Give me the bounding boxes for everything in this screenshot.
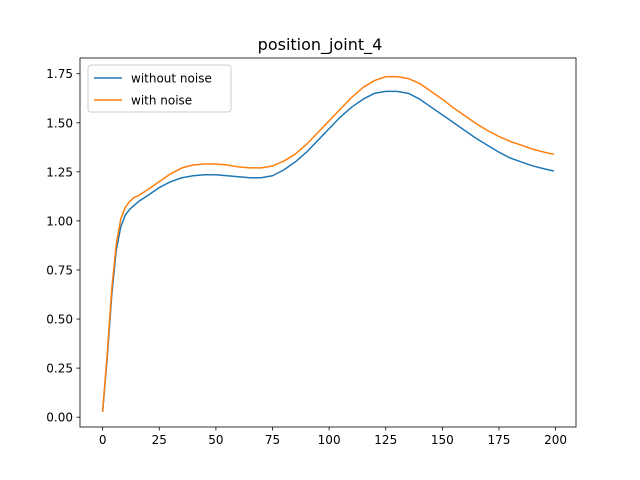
x-tick-label: 200	[544, 433, 567, 447]
axes-frame	[79, 57, 577, 428]
chart-title: position_joint_4	[258, 35, 383, 55]
legend-label: with noise	[131, 94, 192, 108]
legend-label: without noise	[131, 72, 212, 86]
y-tick-label: 1.50	[46, 116, 73, 130]
series-line-with-noise	[101, 75, 555, 413]
x-tick-label: 125	[374, 433, 397, 447]
x-tick-label: 150	[431, 433, 454, 447]
x-tick-label: 50	[208, 433, 223, 447]
y-tick-label: 0.00	[46, 411, 73, 425]
x-tick-label: 0	[99, 433, 107, 447]
x-tick-label: 175	[488, 433, 511, 447]
y-tick-label: 0.25	[46, 362, 73, 376]
plot-area: 0 25 50 75 100 125 150 175 200 0.00 0.25 0.50 0.75 1.…	[46, 57, 577, 447]
x-tick-label: 25	[152, 433, 167, 447]
x-tick-label: 100	[318, 433, 341, 447]
y-tick-label: 1.25	[46, 165, 73, 179]
y-tick-label: 0.75	[46, 263, 73, 277]
y-tick-label: 1.00	[46, 214, 73, 228]
series-line-without-noise	[101, 90, 555, 413]
y-tick-label: 0.50	[46, 313, 73, 327]
legend-box	[87, 64, 232, 113]
y-tick-label: 1.75	[46, 67, 73, 81]
x-tick-label: 75	[265, 433, 280, 447]
